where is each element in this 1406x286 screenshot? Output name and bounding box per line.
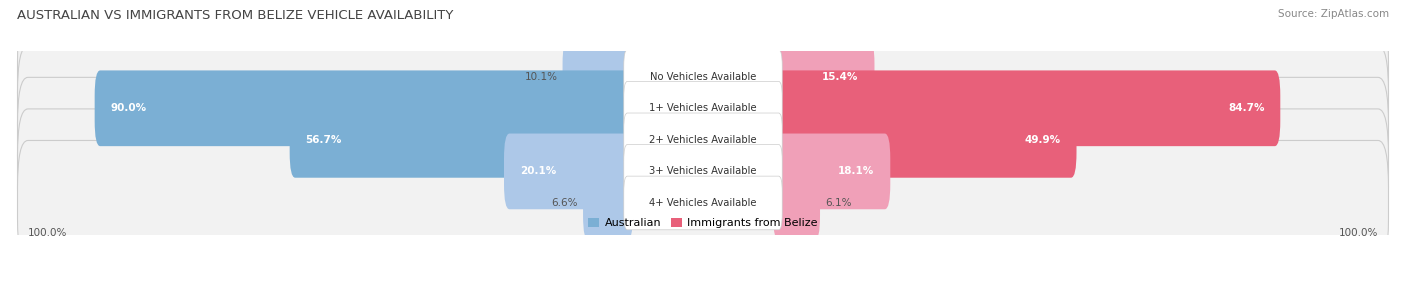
FancyBboxPatch shape xyxy=(583,165,633,241)
Text: 3+ Vehicles Available: 3+ Vehicles Available xyxy=(650,166,756,176)
FancyBboxPatch shape xyxy=(624,145,782,198)
Text: 100.0%: 100.0% xyxy=(1339,228,1378,238)
Text: 2+ Vehicles Available: 2+ Vehicles Available xyxy=(650,135,756,145)
Text: 49.9%: 49.9% xyxy=(1025,135,1060,145)
FancyBboxPatch shape xyxy=(17,14,1389,139)
Text: 18.1%: 18.1% xyxy=(838,166,875,176)
FancyBboxPatch shape xyxy=(17,77,1389,202)
Text: Source: ZipAtlas.com: Source: ZipAtlas.com xyxy=(1278,9,1389,19)
FancyBboxPatch shape xyxy=(624,50,782,104)
FancyBboxPatch shape xyxy=(94,70,633,146)
FancyBboxPatch shape xyxy=(773,102,1077,178)
FancyBboxPatch shape xyxy=(290,102,633,178)
Text: 6.6%: 6.6% xyxy=(551,198,578,208)
FancyBboxPatch shape xyxy=(773,165,820,241)
FancyBboxPatch shape xyxy=(624,113,782,167)
FancyBboxPatch shape xyxy=(17,46,1389,171)
Text: No Vehicles Available: No Vehicles Available xyxy=(650,72,756,82)
Legend: Australian, Immigrants from Belize: Australian, Immigrants from Belize xyxy=(583,213,823,233)
FancyBboxPatch shape xyxy=(773,134,890,209)
Text: AUSTRALIAN VS IMMIGRANTS FROM BELIZE VEHICLE AVAILABILITY: AUSTRALIAN VS IMMIGRANTS FROM BELIZE VEH… xyxy=(17,9,453,21)
Text: 90.0%: 90.0% xyxy=(111,103,146,113)
FancyBboxPatch shape xyxy=(773,39,875,115)
FancyBboxPatch shape xyxy=(562,39,633,115)
Text: 84.7%: 84.7% xyxy=(1227,103,1264,113)
Text: 15.4%: 15.4% xyxy=(823,72,859,82)
FancyBboxPatch shape xyxy=(624,82,782,135)
FancyBboxPatch shape xyxy=(624,176,782,230)
Text: 56.7%: 56.7% xyxy=(305,135,342,145)
Text: 4+ Vehicles Available: 4+ Vehicles Available xyxy=(650,198,756,208)
Text: 1+ Vehicles Available: 1+ Vehicles Available xyxy=(650,103,756,113)
Text: 6.1%: 6.1% xyxy=(825,198,852,208)
Text: 100.0%: 100.0% xyxy=(28,228,67,238)
FancyBboxPatch shape xyxy=(17,109,1389,234)
FancyBboxPatch shape xyxy=(17,140,1389,265)
FancyBboxPatch shape xyxy=(773,70,1281,146)
FancyBboxPatch shape xyxy=(503,134,633,209)
Text: 10.1%: 10.1% xyxy=(524,72,558,82)
Text: 20.1%: 20.1% xyxy=(520,166,557,176)
